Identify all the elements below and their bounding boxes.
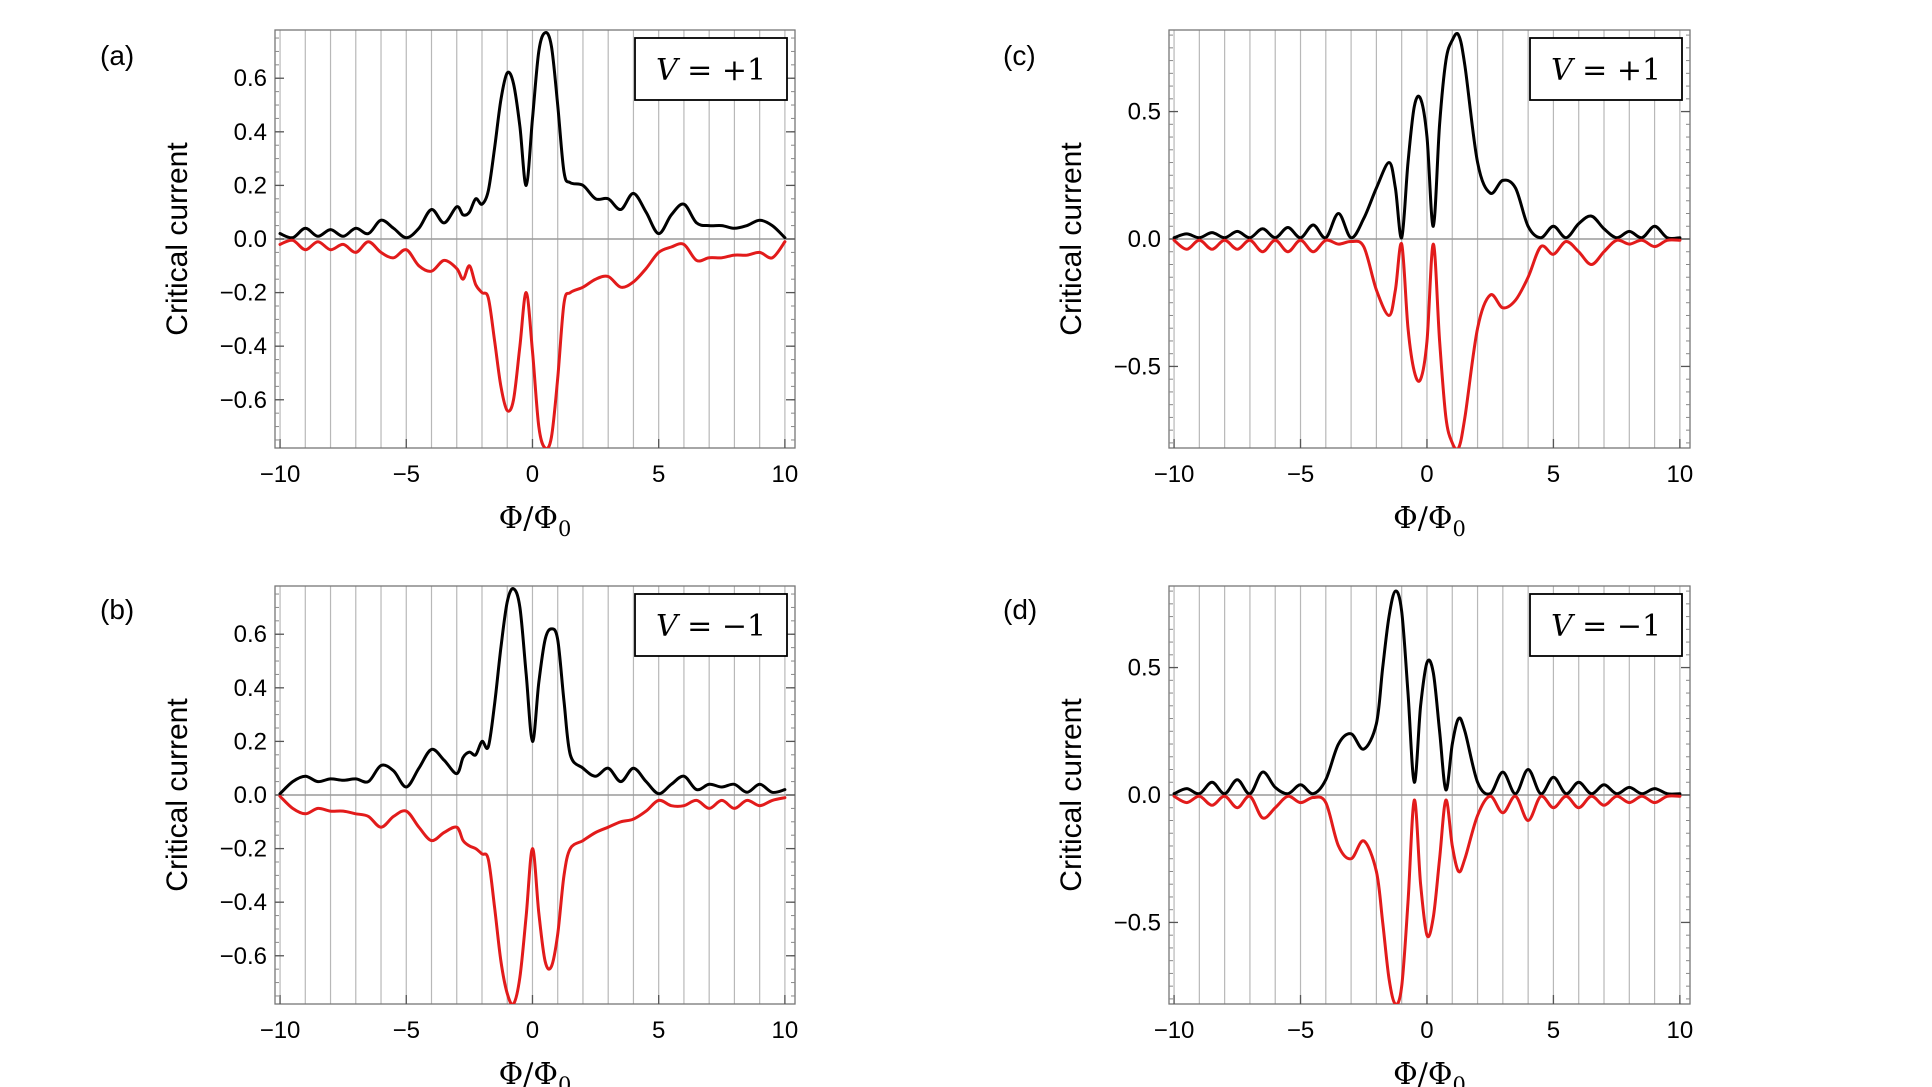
x-tick-label: 0 <box>526 461 539 488</box>
positive-current-line <box>1172 589 1682 796</box>
x-tick-label: 5 <box>1547 1017 1560 1044</box>
x-tick-label: −10 <box>1154 461 1195 488</box>
legend-val: +1 <box>722 53 766 88</box>
legend-box <box>634 593 788 657</box>
x-tick-label: 0 <box>1420 461 1433 488</box>
x-tick-label: −5 <box>393 1017 420 1044</box>
negative-current-line <box>1172 794 1682 1004</box>
x-tick-label: −5 <box>1287 1017 1314 1044</box>
y-tick-label: 0.5 <box>1128 655 1161 682</box>
series-group <box>1172 589 1682 1004</box>
x-axis-label-subscript: 0 <box>558 1073 571 1087</box>
legend-eq: = <box>678 609 722 644</box>
x-axis-label: Φ/Φ0 <box>499 1057 572 1087</box>
y-axis-label: Critical current <box>161 142 194 336</box>
y-tick-label: 0.4 <box>234 119 267 146</box>
y-tick-label: 0.4 <box>234 675 267 702</box>
x-axis-label: Φ/Φ0 <box>499 501 572 541</box>
x-tick-label: 0 <box>526 1017 539 1044</box>
legend-label: V = −1 <box>656 609 766 644</box>
y-tick-label: 0.0 <box>1128 226 1161 253</box>
legend-label: V = +1 <box>656 53 766 88</box>
series-group <box>1172 31 1682 448</box>
positive-current-line <box>278 587 787 796</box>
y-axis-label: Critical current <box>161 698 194 892</box>
x-axis-label-subscript: 0 <box>1452 517 1465 541</box>
legend-var: V <box>1551 53 1576 88</box>
y-axis-label: Critical current <box>1055 142 1088 336</box>
chart-panel-c: −0.5 0.0 0.5 −10 −5 0 5 10 V = +1 (c) Critical cur… <box>1003 29 1694 541</box>
panel-tag: (d) <box>1003 594 1037 625</box>
legend-val: +1 <box>1617 53 1661 88</box>
x-axis-label-subscript: 0 <box>1452 1073 1465 1087</box>
x-tick-label: 10 <box>772 461 799 488</box>
legend-eq: = <box>1573 609 1617 644</box>
x-tick-label: 10 <box>1667 1017 1694 1044</box>
chart-panel-a: −0.6 −0.4 −0.2 0.0 0.2 0.4 0.6 −10 −5 0 5 10 V = +1 (… <box>100 29 799 541</box>
legend-label: V = +1 <box>1551 53 1661 88</box>
x-tick-label: 5 <box>652 461 665 488</box>
panel-tag: (a) <box>100 40 134 71</box>
y-tick-label: −0.2 <box>220 836 267 863</box>
x-tick-label: 0 <box>1420 1017 1433 1044</box>
x-axis-label-main: Φ/Φ <box>499 501 558 536</box>
x-tick-label: −10 <box>260 461 301 488</box>
y-tick-label: −0.6 <box>220 387 267 414</box>
series-group <box>278 31 787 448</box>
legend-eq: = <box>1573 53 1617 88</box>
y-tick-label: 0.0 <box>234 782 267 809</box>
legend-var: V <box>656 609 681 644</box>
legend-box <box>1529 593 1683 657</box>
y-tick-label: 0.0 <box>234 226 267 253</box>
positive-current-line <box>1172 31 1682 241</box>
y-tick-label: −0.4 <box>220 889 267 916</box>
legend-eq: = <box>678 53 722 88</box>
positive-current-line <box>278 31 787 240</box>
legend-box <box>1529 37 1683 101</box>
x-tick-label: 10 <box>1667 461 1694 488</box>
x-axis-label: Φ/Φ0 <box>1393 501 1466 541</box>
y-tick-label: −0.2 <box>220 280 267 307</box>
legend-label: V = −1 <box>1551 609 1661 644</box>
y-tick-label: 0.2 <box>234 172 267 199</box>
legend-val: −1 <box>722 609 766 644</box>
x-tick-label: −10 <box>1154 1017 1195 1044</box>
chart-panel-b: −0.6−0.4−0.20.00.20.40.6−10 −5 0 5 10V = −1(… <box>100 585 799 1087</box>
x-axis-label-main: Φ/Φ <box>1393 1057 1452 1087</box>
y-axis-label: Critical current <box>1055 698 1088 892</box>
y-tick-label: 0.2 <box>234 728 267 755</box>
x-axis-label: Φ/Φ0 <box>1393 1057 1466 1087</box>
negative-current-line <box>278 238 787 448</box>
legend-box <box>634 37 788 101</box>
series-group <box>278 587 787 1004</box>
chart-panel-d: −0.50.00.5−10 −5 0 5 10V = −1(d)Critical cur… <box>1003 585 1694 1087</box>
legend-val: −1 <box>1617 609 1661 644</box>
legend-var: V <box>656 53 681 88</box>
negative-current-line <box>1172 238 1682 448</box>
legend-var: V <box>1551 609 1576 644</box>
x-tick-label: −5 <box>393 461 420 488</box>
y-tick-label: 0.6 <box>234 65 267 92</box>
x-tick-label: 5 <box>652 1017 665 1044</box>
y-tick-label: 0.0 <box>1128 782 1161 809</box>
y-tick-label: −0.5 <box>1114 353 1161 380</box>
y-tick-label: 0.6 <box>234 621 267 648</box>
x-tick-label: −5 <box>1287 461 1314 488</box>
y-tick-label: 0.5 <box>1128 99 1161 126</box>
x-tick-label: 5 <box>1547 461 1560 488</box>
panel-tag: (c) <box>1003 40 1036 71</box>
x-axis-label-subscript: 0 <box>558 517 571 541</box>
x-axis-label-main: Φ/Φ <box>499 1057 558 1087</box>
y-tick-label: −0.5 <box>1114 909 1161 936</box>
y-tick-label: −0.4 <box>220 333 267 360</box>
x-axis-label-main: Φ/Φ <box>1393 501 1452 536</box>
x-tick-label: −10 <box>260 1017 301 1044</box>
panel-tag: (b) <box>100 594 134 625</box>
negative-current-line <box>278 794 787 1004</box>
x-tick-label: 10 <box>772 1017 799 1044</box>
y-tick-label: −0.6 <box>220 943 267 970</box>
